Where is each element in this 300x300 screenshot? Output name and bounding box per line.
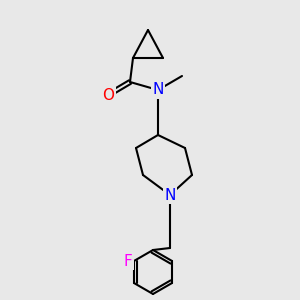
Text: O: O [102, 88, 114, 103]
Text: F: F [124, 254, 132, 268]
Text: N: N [164, 188, 176, 202]
Text: N: N [152, 82, 164, 98]
